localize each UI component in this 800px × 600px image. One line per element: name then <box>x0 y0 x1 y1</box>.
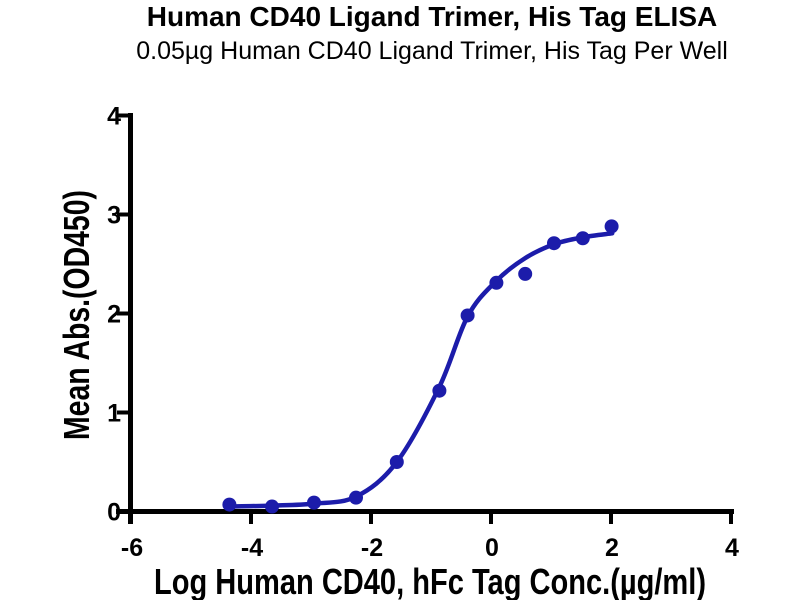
axes <box>116 113 734 524</box>
x-tick-label: 0 <box>485 534 499 562</box>
y-tick-label: 0 <box>107 499 121 527</box>
data-point <box>349 490 363 505</box>
data-point <box>575 231 590 246</box>
data-point <box>518 266 533 281</box>
data-point <box>460 308 475 323</box>
x-tick-label: -2 <box>361 534 383 562</box>
data-point <box>389 455 404 469</box>
fit-curve <box>227 231 615 509</box>
axis-ticks <box>117 113 733 524</box>
chart-subtitle: 0.05µg Human CD40 Ligand Trimer, His Tag… <box>136 37 728 65</box>
x-tick-label: -6 <box>121 534 143 562</box>
data-point <box>547 236 561 251</box>
data-point <box>489 275 504 290</box>
y-axis-label: Mean Abs.(OD450) <box>56 190 97 440</box>
data-point <box>604 219 619 234</box>
y-tick-label: 1 <box>107 400 121 428</box>
axis-labels: -6 -4 -2 0 2 4 0 1 2 3 4 Log Human CD40, hFc Tag Co… <box>56 103 739 600</box>
data-point <box>265 499 279 514</box>
y-tick-label: 4 <box>107 103 121 131</box>
data-point <box>307 495 321 510</box>
y-tick-label: 2 <box>107 301 121 329</box>
chart-title: Human CD40 Ligand Trimer, His Tag ELISA <box>146 1 718 32</box>
data-point <box>432 383 447 398</box>
x-tick-label: 2 <box>605 534 619 562</box>
x-axis-label: Log Human CD40, hFc Tag Conc.(µg/ml) <box>154 561 706 600</box>
data-points <box>222 219 619 514</box>
x-tick-label: -4 <box>241 534 263 562</box>
data-point <box>222 497 237 512</box>
fit-curve-line <box>227 231 615 509</box>
y-tick-label: 3 <box>107 202 121 230</box>
x-tick-label: 4 <box>725 534 739 562</box>
